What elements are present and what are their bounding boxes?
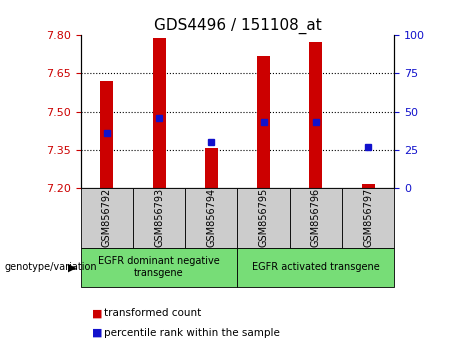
Text: genotype/variation: genotype/variation	[5, 262, 97, 272]
Text: transformed count: transformed count	[104, 308, 201, 318]
Text: GSM856792: GSM856792	[102, 188, 112, 247]
FancyBboxPatch shape	[133, 188, 185, 248]
FancyBboxPatch shape	[237, 248, 394, 287]
FancyBboxPatch shape	[185, 188, 237, 248]
Bar	[205, 148, 218, 188]
Text: GSM856793: GSM856793	[154, 188, 164, 247]
Text: EGFR dominant negative
transgene: EGFR dominant negative transgene	[98, 256, 220, 278]
FancyBboxPatch shape	[81, 248, 237, 287]
Bar	[309, 42, 322, 188]
Text: GSM856794: GSM856794	[206, 188, 216, 247]
Bar	[153, 38, 165, 188]
Bar	[100, 81, 113, 188]
Bar	[257, 56, 270, 188]
Text: ■: ■	[92, 328, 103, 338]
Text: GSM856797: GSM856797	[363, 188, 373, 247]
FancyBboxPatch shape	[81, 188, 133, 248]
FancyBboxPatch shape	[342, 188, 394, 248]
Text: GSM856796: GSM856796	[311, 188, 321, 247]
Text: GSM856795: GSM856795	[259, 188, 269, 247]
Text: ▶: ▶	[68, 262, 76, 272]
Title: GDS4496 / 151108_at: GDS4496 / 151108_at	[154, 18, 321, 34]
Text: EGFR activated transgene: EGFR activated transgene	[252, 262, 380, 272]
FancyBboxPatch shape	[290, 188, 342, 248]
Bar	[361, 184, 374, 188]
Text: percentile rank within the sample: percentile rank within the sample	[104, 328, 280, 338]
Text: ■: ■	[92, 308, 103, 318]
FancyBboxPatch shape	[237, 188, 290, 248]
